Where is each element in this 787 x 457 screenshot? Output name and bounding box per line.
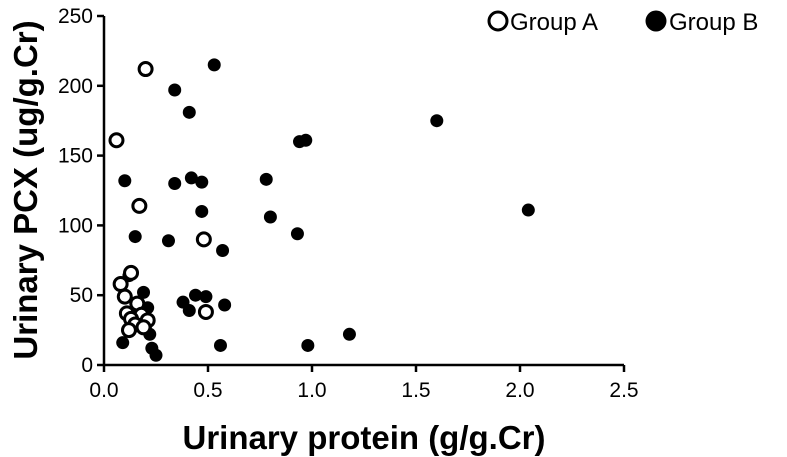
x-ticks: 0.0 0.5 1.0 1.5 2.0 2.5 (89, 365, 639, 402)
group-b-point (290, 227, 304, 241)
group-a-point (116, 288, 133, 305)
y-tick-label: 50 (70, 284, 93, 307)
group-b-point (182, 304, 196, 318)
y-ticks: 0 50 100 150 200 250 (58, 5, 104, 377)
group-b-point (430, 114, 444, 128)
legend-label-group-a: Group A (510, 9, 598, 36)
group-a-point (137, 61, 154, 78)
y-tick-label: 250 (58, 5, 93, 28)
y-tick-label: 150 (58, 145, 93, 168)
group-b-point (342, 327, 356, 341)
group-a-point (123, 264, 140, 281)
group-b-point (161, 234, 175, 248)
group-b-point (168, 177, 182, 191)
x-tick-label: 1.5 (401, 379, 430, 402)
group-b-point (182, 105, 196, 119)
group-b-point (116, 336, 130, 350)
group-b-point (184, 171, 198, 185)
group-b-point (195, 204, 209, 218)
y-tick-label: 0 (81, 354, 93, 377)
y-tick-label: 200 (58, 75, 93, 98)
group-b-point (521, 203, 535, 217)
x-tick-label: 0.5 (193, 379, 222, 402)
legend-marker-group-a (487, 10, 509, 32)
legend-marker-group-b (645, 10, 667, 32)
group-a-point (135, 319, 152, 336)
group-b-point (213, 338, 227, 352)
series-group-b (116, 58, 535, 362)
axes: 0 50 100 150 200 250 0.0 0.5 1.0 1.5 2.0 2.5 (58, 5, 639, 402)
group-b-point (299, 133, 313, 147)
group-b-point (301, 338, 315, 352)
legend: Group A Group B (487, 9, 758, 36)
group-b-point (207, 58, 221, 72)
group-b-point (259, 172, 273, 186)
group-b-point (168, 83, 182, 97)
group-b-point (149, 348, 163, 362)
group-b-point (216, 244, 230, 258)
series-group-a (108, 61, 214, 339)
group-a-point (112, 276, 129, 293)
group-b-point (189, 288, 203, 302)
legend-label-group-b: Group B (669, 9, 758, 36)
group-a-point (120, 322, 137, 339)
group-a-point (195, 231, 212, 248)
group-b-point (118, 174, 132, 188)
data-points (108, 58, 535, 362)
group-a-point (197, 303, 214, 320)
group-b-point (195, 175, 209, 189)
group-b-point (218, 298, 232, 312)
group-b-point (137, 285, 151, 299)
group-b-point (199, 290, 213, 304)
x-tick-label: 1.0 (297, 379, 326, 402)
x-tick-label: 2.5 (609, 379, 638, 402)
x-tick-label: 2.0 (505, 379, 534, 402)
group-b-point (263, 210, 277, 224)
y-axis-title: Urinary PCX (ug/g.Cr) (7, 20, 44, 359)
x-axis-title: Urinary protein (g/g.Cr) (182, 419, 545, 456)
x-tick-label: 0.0 (89, 379, 118, 402)
group-b-point (128, 230, 142, 244)
group-a-point (108, 132, 125, 149)
y-tick-label: 100 (58, 214, 93, 237)
group-a-point (131, 197, 148, 214)
